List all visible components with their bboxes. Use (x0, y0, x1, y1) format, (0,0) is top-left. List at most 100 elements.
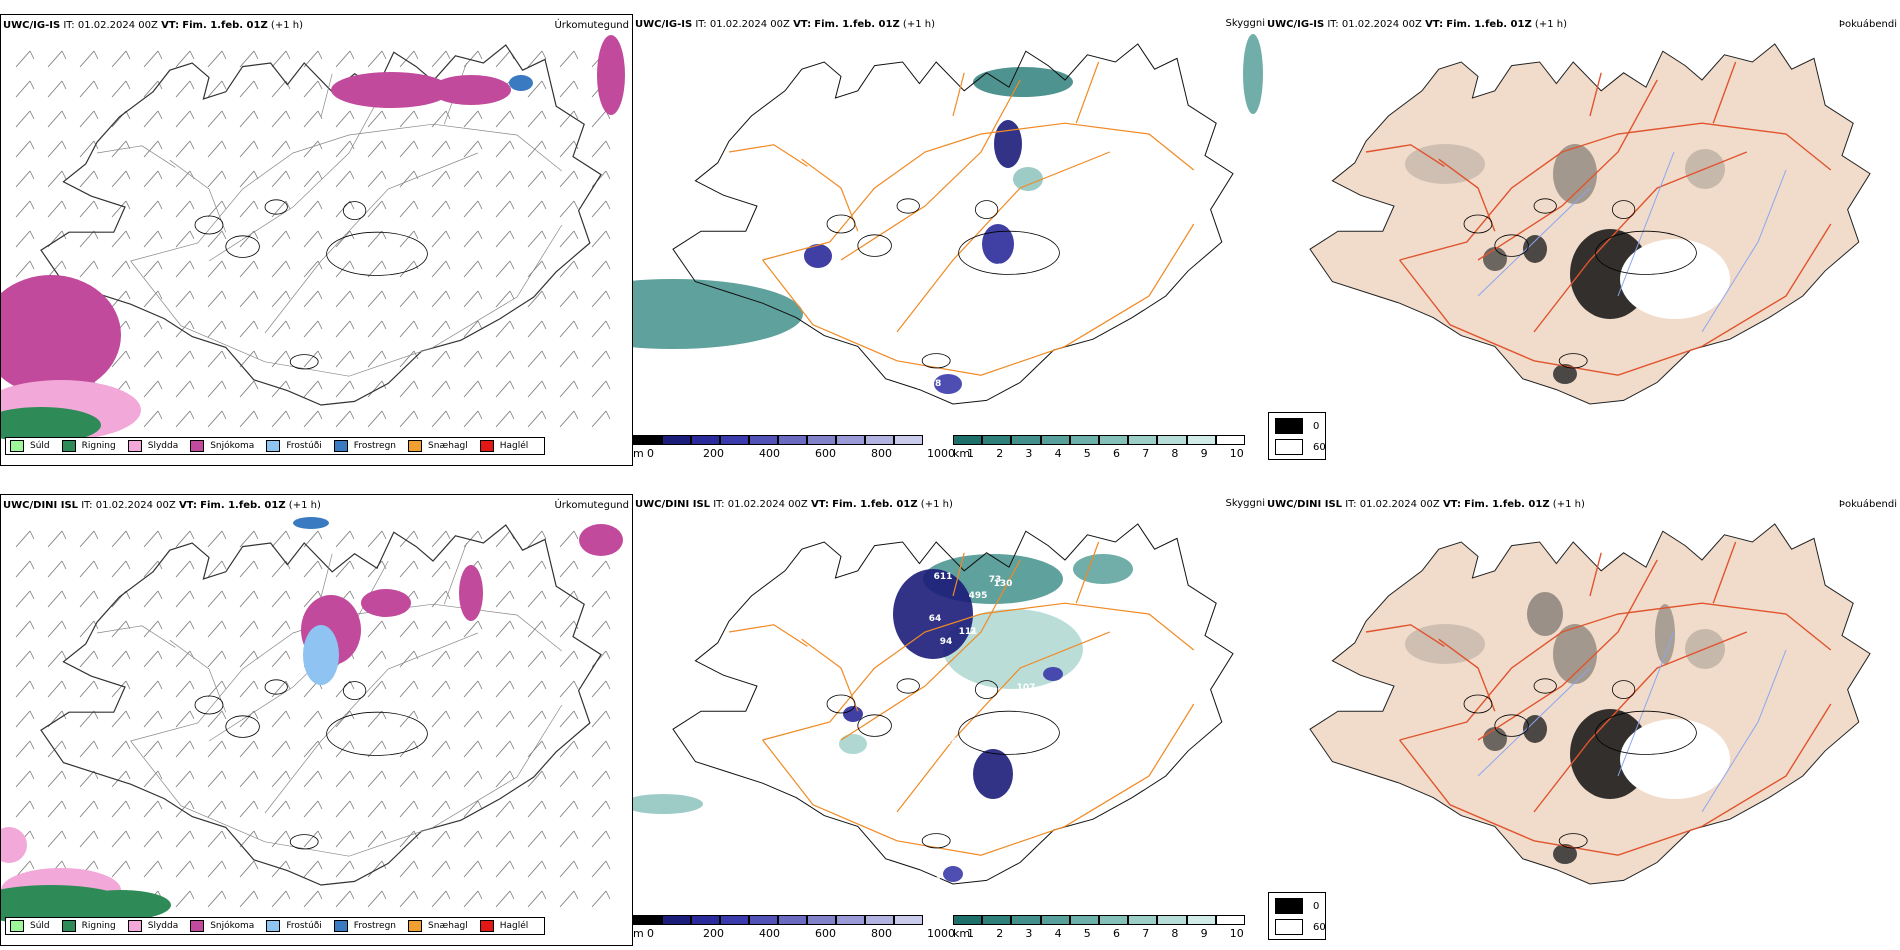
ceiling-value-label: 02 (919, 881, 932, 891)
road-line (762, 122, 1195, 261)
wind-barb (15, 770, 35, 788)
wind-barb (239, 80, 259, 98)
glacier-outline (1595, 230, 1697, 275)
wind-barb (207, 770, 227, 788)
wind-barb (335, 140, 355, 158)
wind-barb (79, 260, 99, 278)
legend-item: Frostúði (266, 440, 322, 452)
colorbar-tick-label: 800 (871, 927, 892, 940)
wind-barb (15, 230, 35, 248)
ceiling-value-label: 94 (940, 637, 953, 647)
low-visibility-area (1243, 34, 1263, 114)
wind-barb (431, 260, 451, 278)
colorbar-segment (1128, 435, 1158, 445)
road-line (1399, 703, 1832, 856)
ceiling-value-label: 99 (943, 243, 956, 253)
wind-barb (143, 680, 163, 698)
glacier-outline (958, 230, 1060, 275)
road-line (320, 73, 333, 118)
wind-barb (591, 380, 611, 398)
wind-barb (463, 230, 483, 248)
iceland-landmass (1309, 43, 1871, 405)
wind-barb (367, 110, 387, 128)
wind-barb (111, 170, 131, 188)
wind-barb (271, 530, 291, 548)
wind-barb (79, 110, 99, 128)
wind-barb (303, 380, 323, 398)
wind-barb (271, 230, 291, 248)
legend-item: Rigning (61, 440, 116, 452)
ceiling-value-label: 495 (969, 591, 988, 601)
wind-barb (367, 50, 387, 68)
glacier-outline (1494, 234, 1529, 257)
low-visibility-area (633, 279, 803, 349)
wind-barb (559, 290, 579, 308)
wind-barb (527, 590, 547, 608)
wind-barb (495, 380, 515, 398)
wind-barb (143, 530, 163, 548)
colorbar-unit: m (633, 447, 644, 460)
wind-barb (559, 260, 579, 278)
wind-barb (271, 740, 291, 758)
wind-barb (175, 800, 195, 818)
legend-item: Snæhagl (408, 440, 468, 452)
ceiling-value-label: 8 (896, 251, 902, 261)
wind-barb (15, 620, 35, 638)
wind-barb (367, 740, 387, 758)
legend-swatch (408, 440, 423, 452)
wind-barb (175, 650, 195, 668)
wind-barb (399, 530, 419, 548)
wind-barb (495, 290, 515, 308)
wind-barb (367, 770, 387, 788)
wind-barb (335, 710, 355, 728)
wind-barb (591, 830, 611, 848)
wind-barb (399, 380, 419, 398)
colorbar-tick-label: 5 (1083, 927, 1091, 940)
wind-barb (175, 380, 195, 398)
fog-area (1553, 844, 1577, 864)
precip-type-legend: Súld Rigning Slydda Snjókoma Frostúði Frostre… (5, 917, 546, 935)
wind-barb (111, 80, 131, 98)
glacier-outline (958, 710, 1060, 755)
glacier-outline (826, 214, 856, 234)
road-line (1075, 61, 1100, 124)
wind-barb (527, 530, 547, 548)
wind-barb (527, 710, 547, 728)
no-fog-area (1620, 719, 1730, 799)
wind-barb (303, 170, 323, 188)
colorbar-segment (953, 915, 983, 925)
colorbar-tick-label: 4 (1054, 447, 1062, 460)
freezing-drizzle-area (303, 625, 339, 685)
colorbar-segment (865, 435, 894, 445)
wind-barb (431, 230, 451, 248)
wind-barb (399, 770, 419, 788)
wind-barb (207, 80, 227, 98)
wind-barb (207, 590, 227, 608)
ceiling-value-label: 4 (935, 875, 941, 885)
road-line (896, 631, 1111, 813)
wind-barb (175, 350, 195, 368)
wind-barb (559, 230, 579, 248)
wind-barb (239, 410, 259, 428)
road-line (208, 80, 389, 262)
wind-barb (47, 560, 67, 578)
fog-legend-row: 0 (1275, 418, 1319, 434)
wind-barb (175, 590, 195, 608)
wind-barb (335, 410, 355, 428)
road-line (130, 704, 563, 857)
wind-barb (175, 140, 195, 158)
colorbar-segment (836, 915, 865, 925)
wind-barb (591, 140, 611, 158)
colorbar-tick-label: 1000 (927, 447, 955, 460)
colorbar-segment (1011, 435, 1041, 445)
low-ceiling-area (994, 120, 1022, 168)
snow-area (579, 524, 623, 556)
colorbar-segment (720, 915, 749, 925)
wind-barb (559, 620, 579, 638)
wind-barb (207, 800, 227, 818)
snow-area (459, 565, 483, 621)
wind-barb (399, 740, 419, 758)
colorbar-segment (633, 435, 662, 445)
legend-label: Snæhagl (428, 921, 468, 931)
wind-barb (47, 140, 67, 158)
